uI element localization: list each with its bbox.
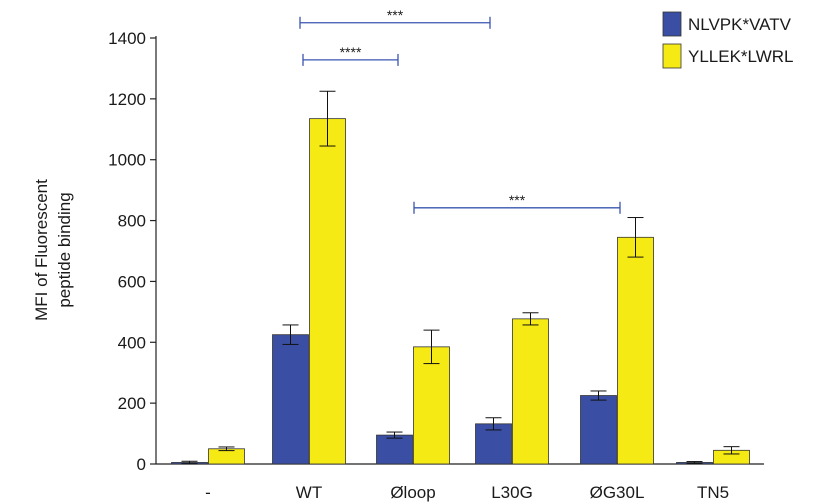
y-tick-label: 1000 bbox=[108, 151, 146, 170]
bar-series2-4 bbox=[617, 236, 654, 465]
bar-series2-1 bbox=[309, 118, 346, 465]
significance-brackets: ********** bbox=[299, 7, 621, 214]
significance-label: *** bbox=[509, 192, 526, 208]
significance-label: **** bbox=[340, 44, 362, 60]
y-tick-label: 800 bbox=[118, 212, 146, 231]
x-tick-label: Øloop bbox=[390, 483, 435, 502]
y-tick-label: 400 bbox=[118, 333, 146, 352]
legend-label: NLVPK*VATV bbox=[688, 15, 792, 34]
x-tick-label: WT bbox=[296, 483, 322, 502]
legend-label: YLLEK*LWRL bbox=[688, 47, 794, 66]
y-tick-label: 200 bbox=[118, 394, 146, 413]
y-tick-label: 1200 bbox=[108, 90, 146, 109]
y-tick-label: 1400 bbox=[108, 29, 146, 48]
significance-label: *** bbox=[387, 7, 404, 23]
bar-series1-4 bbox=[580, 395, 617, 465]
y-tick-label: 600 bbox=[118, 272, 146, 291]
legend: NLVPK*VATV YLLEK*LWRL bbox=[662, 11, 794, 69]
x-tick-label: - bbox=[205, 483, 211, 502]
x-tick-label: TN5 bbox=[697, 483, 729, 502]
bar-series1-2 bbox=[376, 434, 413, 465]
x-tick-label: L30G bbox=[491, 483, 533, 502]
y-axis: 0 200 400 600 800 1000 1200 1400 bbox=[108, 29, 157, 474]
bars bbox=[171, 90, 750, 465]
x-tick-label: ØG30L bbox=[590, 483, 645, 502]
bar-series2-3 bbox=[512, 318, 549, 465]
y-axis-label-line-2: peptide binding bbox=[55, 192, 74, 307]
bar-series2-2 bbox=[413, 346, 450, 465]
bar-series1-1 bbox=[272, 334, 309, 465]
legend-swatch bbox=[662, 43, 682, 69]
legend-swatch bbox=[662, 11, 682, 37]
y-axis-label-line-1: MFI of Fluorescent bbox=[32, 179, 51, 321]
x-axis: - WT Øloop L30G ØG30L TN5 bbox=[156, 463, 764, 502]
y-tick-label: 0 bbox=[137, 455, 146, 474]
